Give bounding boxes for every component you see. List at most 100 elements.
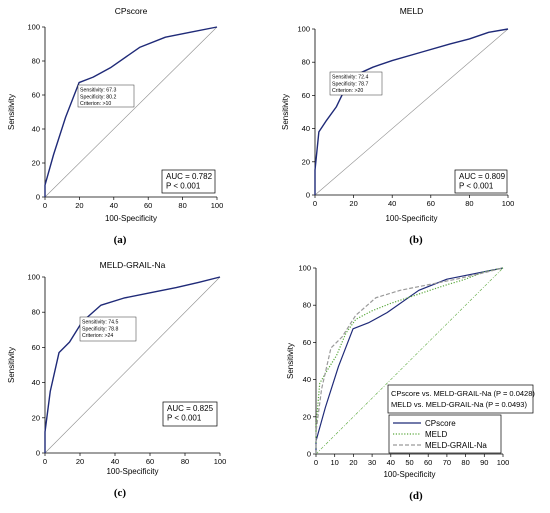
- roc-curve-meld: [315, 267, 504, 454]
- roc-curve-series-0: [44, 276, 221, 453]
- x-tick-label: 40: [111, 457, 119, 466]
- x-axis-label: 100-Specificity: [383, 470, 435, 479]
- x-tick-label: 80: [181, 457, 189, 466]
- y-tick-label: 0: [36, 449, 40, 458]
- y-tick-label: 0: [306, 191, 310, 200]
- roc-panel-b: 0 20 40 60 80 100 0 20 40 60 80 100 100-Specificity S…: [275, 0, 550, 257]
- auc-line: AUC = 0.825: [167, 404, 214, 413]
- y-tick-label: 0: [36, 193, 40, 202]
- x-tick-label: 50: [405, 458, 413, 467]
- comparison-box: CPscore vs. MELD-GRAIL-Na (P = 0.0428) ME…: [387, 384, 535, 414]
- y-axis-label: Sensitivity: [7, 347, 16, 383]
- x-tick-label: 80: [465, 199, 473, 208]
- x-tick-label: 20: [76, 457, 84, 466]
- x-tick-label: 70: [443, 458, 451, 467]
- roc-chart-meld: 0 20 40 60 80 100 0 20 40 60 80 100 100-Specificity S…: [281, 6, 515, 223]
- x-tick-label: 100: [214, 457, 227, 466]
- criterion-line: Sensitivity: 72.4: [332, 75, 368, 81]
- y-tick-label: 80: [302, 58, 310, 67]
- auc-line: P < 0.001: [459, 182, 494, 191]
- criterion-line: Specificity: 78.8: [82, 326, 118, 332]
- x-tick-label: 30: [368, 458, 376, 467]
- y-tick-label: 80: [32, 308, 40, 317]
- y-tick-label: 40: [32, 378, 40, 387]
- y-tick-label: 60: [303, 338, 311, 347]
- x-tick-label: 40: [110, 201, 118, 210]
- x-tick-label: 60: [427, 199, 435, 208]
- panel-label-c: (c): [113, 487, 127, 499]
- x-tick-label: 80: [461, 458, 469, 467]
- roc-curve-series-0: [314, 28, 509, 195]
- criterion-line: Criterion: >24: [82, 333, 113, 339]
- y-tick-label: 20: [303, 412, 311, 421]
- y-tick-label: 100: [27, 273, 40, 282]
- panel-label-d: (d): [409, 490, 423, 502]
- y-tick-label: 40: [32, 125, 40, 134]
- panel-label-b: (b): [409, 234, 423, 246]
- roc-chart-meld-grail-na: 0 20 40 60 80 100 0 20 40 60 80 100 100-Specificity S…: [7, 260, 227, 476]
- criterion-line: Sensitivity: 67.3: [80, 88, 116, 94]
- criterion-line: Sensitivity: 74.5: [82, 320, 118, 326]
- chart-title: CPscore: [115, 6, 148, 16]
- y-tick-label: 20: [302, 157, 310, 166]
- y-tick-label: 0: [307, 450, 311, 459]
- auc-line: P < 0.001: [167, 414, 202, 423]
- comparison-line: MELD vs. MELD-GRAIL-Na (P = 0.0493): [391, 400, 527, 409]
- roc-chart-comparison: 0 20 40 60 80 100 0 10 20 30 40 50 60 70 80 90 100 100-Sp…: [286, 264, 535, 480]
- y-tick-label: 20: [32, 413, 40, 422]
- x-tick-label: 0: [313, 199, 317, 208]
- chart-title: MELD: [400, 6, 424, 16]
- y-tick-label: 20: [32, 159, 40, 168]
- x-tick-label: 0: [314, 458, 318, 467]
- y-tick-label: 40: [303, 375, 311, 384]
- y-tick-label: 100: [298, 264, 311, 273]
- auc-line: AUC = 0.782: [166, 172, 213, 181]
- reference-diagonal: [314, 28, 509, 196]
- criterion-line: Specificity: 80.2: [80, 94, 116, 100]
- auc-line: P < 0.001: [166, 182, 201, 191]
- y-tick-label: 80: [303, 301, 311, 310]
- y-tick-label: 100: [27, 23, 40, 32]
- x-tick-label: 90: [480, 458, 488, 467]
- y-tick-label: 60: [32, 91, 40, 100]
- x-tick-label: 100: [211, 201, 224, 210]
- x-tick-label: 100: [502, 199, 515, 208]
- criterion-line: Specificity: 78.7: [332, 81, 368, 87]
- x-tick-label: 20: [75, 201, 83, 210]
- y-axis-label: Sensitivity: [286, 343, 295, 379]
- y-tick-label: 40: [302, 124, 310, 133]
- panel-label-a: (a): [113, 234, 127, 246]
- criterion-line: Criterion: >10: [80, 101, 111, 107]
- x-tick-label: 40: [388, 199, 396, 208]
- x-axis-label: 100-Specificity: [105, 214, 157, 223]
- roc-chart-cpscore: 0 20 40 60 80 100 0 20 40 60 80 100 100-Specificity S…: [7, 6, 224, 223]
- x-tick-label: 60: [146, 457, 154, 466]
- y-tick-label: 100: [297, 25, 310, 34]
- roc-curve-series-0: [44, 26, 218, 197]
- x-tick-label: 20: [349, 199, 357, 208]
- reference-diagonal: [315, 267, 504, 455]
- x-axis-label: 100-Specificity: [385, 214, 437, 223]
- legend-label: CPscore: [425, 419, 456, 428]
- legend-label: MELD-GRAIL-Na: [425, 441, 487, 450]
- x-tick-label: 10: [331, 458, 339, 467]
- y-axis-label: Sensitivity: [7, 94, 16, 130]
- reference-diagonal: [44, 276, 221, 454]
- reference-diagonal: [44, 26, 218, 198]
- x-axis-label: 100-Specificity: [106, 467, 158, 476]
- y-tick-label: 80: [32, 57, 40, 66]
- legend: CPscore MELD MELD-GRAIL-Na: [388, 414, 502, 454]
- roc-panel-c: 0 20 40 60 80 100 0 20 40 60 80 100 100-Specificity S…: [0, 257, 275, 513]
- comparison-line: CPscore vs. MELD-GRAIL-Na (P = 0.0428): [391, 389, 535, 398]
- roc-panel-d: 0 20 40 60 80 100 0 10 20 30 40 50 60 70 80 90 100 100-Sp…: [275, 257, 550, 513]
- x-tick-label: 20: [349, 458, 357, 467]
- auc-line: AUC = 0.809: [459, 172, 506, 181]
- roc-curve-cpscore: [315, 267, 504, 454]
- x-tick-label: 0: [43, 201, 47, 210]
- chart-title: MELD-GRAIL-Na: [100, 260, 166, 270]
- y-axis-label: Sensitivity: [281, 94, 290, 130]
